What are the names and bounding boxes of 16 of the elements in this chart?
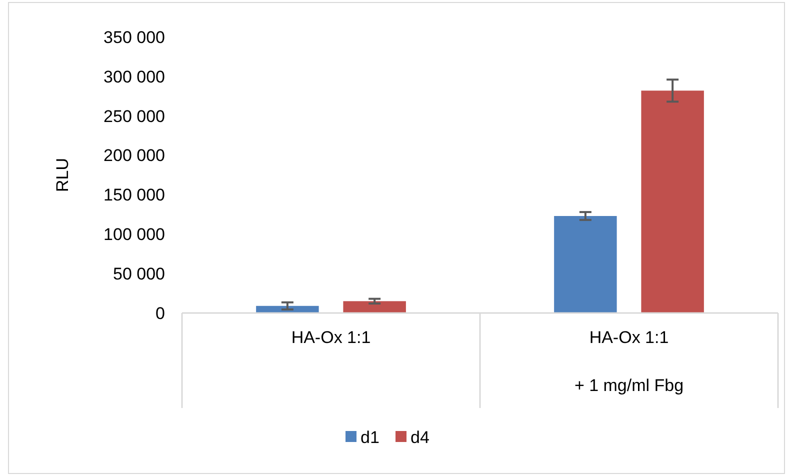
x-tick-label: HA-Ox 1:1 bbox=[291, 328, 371, 347]
y-tick-label: 0 bbox=[156, 304, 165, 323]
category-label: HA-Ox 1:1 + 1 mg/ml Fbg bbox=[574, 328, 684, 395]
y-tick-label: 350 000 bbox=[104, 28, 165, 47]
legend-label: d1 bbox=[360, 428, 380, 447]
y-tick-label: 250 000 bbox=[104, 106, 165, 126]
legend-label: d4 bbox=[410, 428, 430, 447]
y-tick-label: 300 000 bbox=[104, 67, 165, 86]
y-tick-label: 150 000 bbox=[104, 186, 165, 205]
y-tick-label: 50 000 bbox=[113, 264, 165, 284]
y-tick-label: 200 000 bbox=[104, 146, 165, 166]
y-tick-label: 100 000 bbox=[104, 225, 165, 244]
bar bbox=[554, 216, 617, 313]
bar bbox=[343, 301, 406, 313]
bar bbox=[641, 90, 704, 313]
y-axis-title: RLU bbox=[53, 158, 72, 192]
